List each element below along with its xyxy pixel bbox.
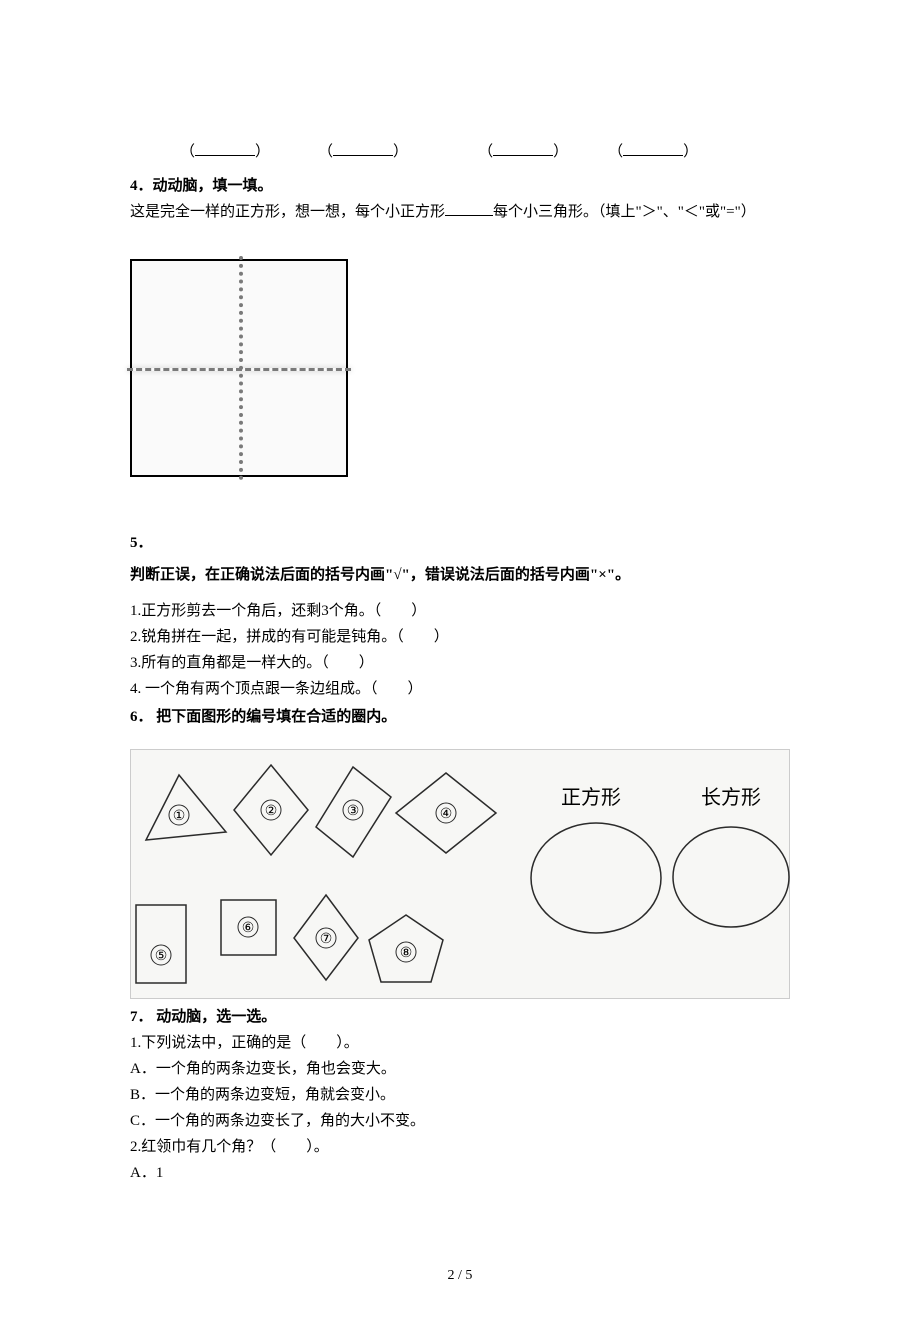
label-6: ⑥ [242,921,255,936]
q5-title: 判断正误，在正确说法后面的括号内画"√"，错误说法后面的括号内画"×"。 [130,563,790,587]
label-7: ⑦ [320,932,333,947]
q5-item-4: 4. 一个角有两个顶点跟一条边组成。（ ） [130,677,790,701]
q6-figure: ① ② ③ ④ 正方形 长方形 ⑤ ⑥ ⑦ ⑧ [130,749,790,999]
shape-diamond-4: ④ [391,768,501,858]
oval-rect [669,822,794,932]
q5-item-3: 3.所有的直角都是一样大的。（ ） [130,651,790,675]
q7-2-opt-a: A．1 [130,1161,790,1185]
dash-vertical [239,256,243,480]
q4-body: 这是完全一样的正方形，想一想，每个小正方形 每个小三角形。（填上"＞"、"＜"或"… [130,200,790,224]
q4-title: 4．动动脑，填一填。 [130,174,790,198]
q7-opt-b: B．一个角的两条边变短，角就会变小。 [130,1083,790,1107]
q5-number: 5． [130,531,790,555]
shape-parallelogram-3: ③ [311,762,401,862]
label-5: ⑤ [155,949,168,964]
q5-item-2: 2.锐角拼在一起，拼成的有可能是钝角。（ ） [130,625,790,649]
shape-diamond-2: ② [226,760,316,860]
label-8: ⑧ [400,946,413,961]
q4-square-diagram [130,259,348,477]
q4-body-pre: 这是完全一样的正方形，想一想，每个小正方形 [130,204,445,220]
blank-paren-row: （） （） （） （） [130,140,790,164]
oval-square [526,818,666,938]
shape-rect-5: ⑤ [131,900,196,990]
q7-opt-c: C．一个角的两条边变长了，角的大小不变。 [130,1109,790,1133]
q4-body-post: 每个小三角形。（填上"＞"、"＜"或"="） [493,204,756,220]
shape-diamond-7: ⑦ [286,890,366,985]
shape-pentagon-8: ⑧ [361,910,451,990]
q4-blank[interactable] [445,215,493,216]
label-rect-category: 长方形 [701,782,761,814]
label-2: ② [265,804,278,819]
label-square-category: 正方形 [561,782,621,814]
label-1: ① [173,809,186,824]
shape-square-6: ⑥ [216,895,286,965]
label-3: ③ [347,804,360,819]
q7-opt-a: A．一个角的两条边变长，角也会变大。 [130,1057,790,1081]
q7-item-2: 2.红领巾有几个角？（ ）。 [130,1135,790,1159]
q7-item-1: 1.下列说法中，正确的是（ ）。 [130,1031,790,1055]
q6-title: 6． 把下面图形的编号填在合适的圈内。 [130,705,790,729]
label-4: ④ [440,807,453,822]
q5-item-1: 1.正方形剪去一个角后，还剩3个角。（ ） [130,599,790,623]
q7-title: 7． 动动脑，选一选。 [130,1005,790,1029]
shape-triangle-1: ① [141,770,231,850]
page-number: 2 / 5 [130,1265,790,1287]
